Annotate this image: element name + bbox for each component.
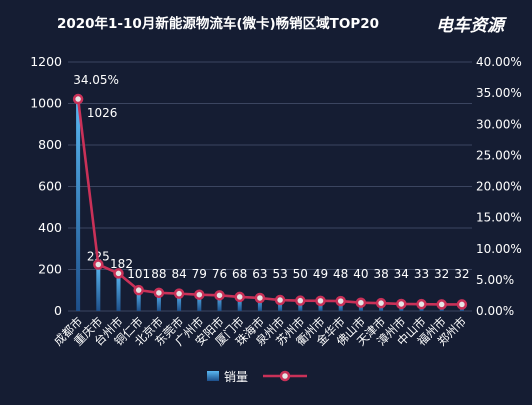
- bar-value-label: 40: [353, 267, 368, 281]
- line-point-marker: [194, 289, 205, 300]
- bar-value-label: 84: [171, 267, 186, 281]
- bar-value-label: 32: [454, 267, 469, 281]
- bar: [237, 296, 242, 311]
- y-right-tick-label: 15.00%: [476, 211, 522, 225]
- line-point-marker: [436, 299, 447, 310]
- line-point-marker: [335, 295, 346, 307]
- grid-lines: [68, 61, 472, 312]
- y-right-tick-label: 10.00%: [476, 242, 522, 256]
- y-left-tick-label: 200: [38, 262, 62, 277]
- bar-value-label: 79: [192, 267, 207, 281]
- y-axis-left: 0 200 400 600 800 1000 1200: [30, 54, 62, 318]
- bar: [257, 297, 262, 311]
- y-right-tick-label: 5.00%: [476, 273, 514, 287]
- bar: [136, 290, 141, 311]
- bar: [217, 295, 222, 311]
- bar: [96, 264, 101, 311]
- y-right-tick-label: 20.00%: [476, 180, 522, 194]
- y-right-tick-label: 0.00%: [476, 304, 514, 318]
- bar-value-label: 33: [414, 267, 429, 281]
- bar-value-label: 50: [293, 267, 308, 281]
- brand-logo-text: 电车资源: [436, 16, 507, 36]
- bar-value-label: 38: [373, 267, 388, 281]
- bar-value-label: 76: [212, 267, 227, 281]
- line-point-marker: [214, 290, 225, 301]
- bar: [177, 293, 182, 311]
- line-point-marker: [153, 287, 165, 299]
- legend-bar-swatch: [207, 371, 219, 381]
- y-right-tick-label: 30.00%: [476, 117, 522, 131]
- line-point-marker: [234, 291, 245, 303]
- line-point-marker: [133, 284, 144, 296]
- legend: 销量: [207, 370, 307, 384]
- bar-value-label: 48: [333, 267, 348, 281]
- bar-value-label: 182: [110, 257, 133, 271]
- bar-value-label: 53: [272, 267, 287, 281]
- line-series: 34.05%: [72, 73, 468, 310]
- line-point-marker: [72, 93, 84, 105]
- bar: [197, 294, 202, 311]
- line-point-marker: [295, 295, 306, 306]
- y-left-tick-label: 1200: [30, 54, 62, 69]
- y-left-tick-label: 800: [38, 137, 62, 152]
- legend-bar-label: 销量: [224, 370, 248, 384]
- line-point-marker: [396, 298, 407, 310]
- x-axis-labels: 成都市重庆市台州市铜仁市北京市东莞市广州市安阳市厦门市珠海市泉州市苏州市衢州市金…: [51, 314, 469, 348]
- y-right-tick-label: 25.00%: [476, 148, 522, 162]
- bar: [116, 273, 121, 311]
- line-value-label: 34.05%: [73, 73, 119, 87]
- line-point-marker: [315, 295, 326, 307]
- y-right-tick-label: 40.00%: [476, 55, 522, 69]
- line-point-marker: [375, 297, 387, 309]
- bar-value-label: 32: [434, 267, 449, 281]
- line-point-marker: [173, 288, 185, 299]
- y-left-tick-label: 0: [54, 303, 62, 318]
- y-left-tick-label: 1000: [30, 96, 62, 111]
- line-point-marker: [416, 298, 427, 310]
- line-point-marker: [113, 268, 124, 279]
- line-point-marker: [93, 259, 104, 270]
- bar: [76, 98, 81, 311]
- y-left-tick-label: 400: [38, 220, 62, 235]
- chart-title: 2020年1-10月新能源物流车(微卡)畅销区域TOP20: [57, 15, 379, 32]
- bar-value-label: 88: [151, 267, 166, 281]
- line-point-marker: [254, 292, 266, 304]
- y-right-tick-label: 35.00%: [476, 86, 522, 100]
- bar-value-label: 1026: [87, 106, 118, 120]
- line-point-marker: [355, 297, 367, 308]
- line-point-marker: [274, 294, 286, 306]
- line-point-marker: [456, 299, 468, 310]
- bar-value-label: 34: [394, 267, 409, 281]
- bar-value-label: 49: [313, 267, 328, 281]
- y-left-tick-label: 600: [38, 179, 62, 194]
- bar-value-label: 63: [252, 267, 267, 281]
- legend-line-marker: [279, 370, 291, 382]
- bar-value-label: 101: [127, 267, 150, 281]
- y-axis-right: 0.00% 5.00% 10.00% 15.00% 20.00% 25.00% 30.00%…: [476, 55, 522, 318]
- bar: [156, 292, 161, 311]
- bar-value-label: 68: [232, 267, 247, 281]
- bar: [278, 300, 283, 311]
